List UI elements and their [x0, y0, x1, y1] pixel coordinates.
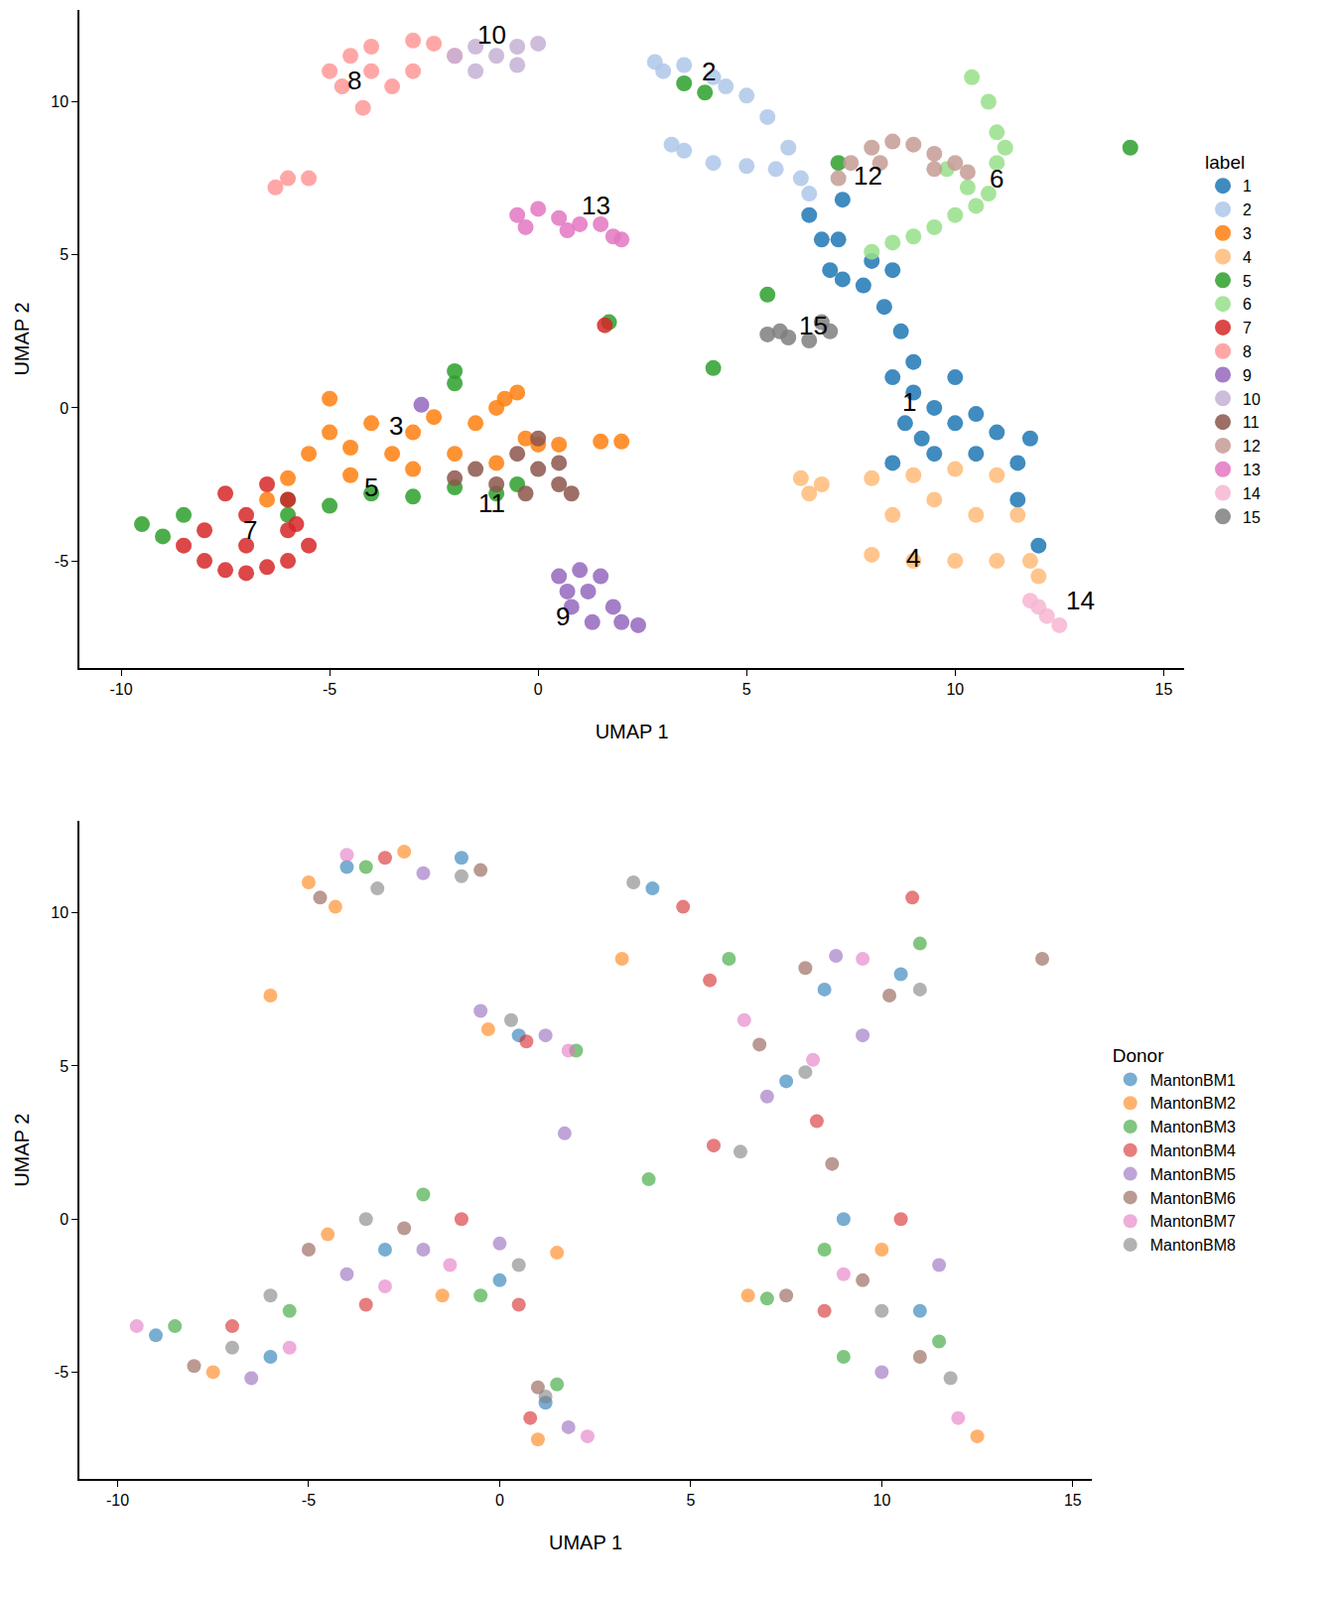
svg-text:15: 15 — [1154, 680, 1173, 698]
svg-text:5: 5 — [59, 246, 69, 264]
svg-text:MantonBM3: MantonBM3 — [1150, 1118, 1236, 1136]
svg-text:15: 15 — [799, 310, 828, 341]
svg-text:2: 2 — [701, 56, 716, 87]
svg-text:11: 11 — [478, 488, 506, 519]
svg-text:5: 5 — [742, 680, 752, 698]
svg-text:UMAP 2: UMAP 2 — [11, 301, 34, 376]
svg-text:6: 6 — [1242, 295, 1252, 313]
svg-text:10: 10 — [1242, 391, 1261, 408]
svg-text:UMAP 2: UMAP 2 — [11, 1113, 34, 1188]
svg-text:12: 12 — [1242, 437, 1261, 455]
svg-text:5: 5 — [685, 1491, 695, 1509]
svg-text:-10: -10 — [109, 680, 133, 698]
svg-text:5: 5 — [59, 1058, 69, 1075]
svg-text:9: 9 — [555, 601, 570, 632]
svg-text:10: 10 — [872, 1491, 891, 1509]
svg-text:8: 8 — [347, 65, 362, 96]
svg-text:15: 15 — [1064, 1491, 1082, 1509]
svg-text:0: 0 — [59, 1210, 69, 1228]
svg-text:7: 7 — [1242, 319, 1252, 337]
svg-text:6: 6 — [989, 163, 1004, 194]
svg-text:14: 14 — [1066, 585, 1095, 616]
svg-text:0: 0 — [59, 400, 69, 417]
svg-text:-10: -10 — [106, 1491, 130, 1509]
svg-text:UMAP 1: UMAP 1 — [595, 720, 669, 743]
svg-text:-5: -5 — [54, 1363, 69, 1381]
svg-text:2: 2 — [1242, 201, 1252, 219]
svg-text:UMAP 1: UMAP 1 — [548, 1531, 623, 1554]
svg-text:4: 4 — [906, 542, 921, 573]
svg-text:7: 7 — [243, 515, 258, 545]
svg-text:11: 11 — [1242, 413, 1260, 431]
svg-text:14: 14 — [1242, 485, 1261, 503]
svg-text:13: 13 — [581, 190, 611, 221]
svg-text:10: 10 — [50, 904, 69, 922]
svg-text:10: 10 — [50, 93, 69, 111]
svg-text:5: 5 — [1242, 272, 1252, 290]
svg-text:13: 13 — [1242, 461, 1261, 479]
svg-text:0: 0 — [533, 680, 543, 698]
svg-text:MantonBM1: MantonBM1 — [1150, 1071, 1236, 1089]
svg-text:-5: -5 — [301, 1491, 316, 1509]
svg-text:10: 10 — [477, 19, 507, 50]
svg-text:-5: -5 — [322, 680, 337, 698]
svg-text:9: 9 — [1242, 367, 1252, 385]
svg-text:MantonBM7: MantonBM7 — [1150, 1212, 1236, 1230]
svg-text:3: 3 — [1242, 225, 1252, 243]
svg-text:5: 5 — [364, 472, 379, 503]
svg-text:4: 4 — [1242, 249, 1252, 267]
svg-text:MantonBM2: MantonBM2 — [1150, 1094, 1236, 1112]
svg-text:12: 12 — [853, 160, 883, 191]
svg-text:8: 8 — [1242, 343, 1252, 361]
svg-text:Donor: Donor — [1112, 1045, 1165, 1067]
svg-text:3: 3 — [389, 410, 403, 441]
svg-text:MantonBM5: MantonBM5 — [1150, 1166, 1236, 1184]
svg-text:-5: -5 — [54, 552, 69, 570]
svg-text:MantonBM6: MantonBM6 — [1150, 1190, 1236, 1207]
svg-text:MantonBM8: MantonBM8 — [1150, 1236, 1236, 1254]
svg-text:MantonBM4: MantonBM4 — [1150, 1142, 1236, 1160]
svg-text:10: 10 — [945, 680, 964, 698]
svg-text:0: 0 — [495, 1491, 505, 1509]
svg-text:1: 1 — [1242, 177, 1252, 195]
svg-text:15: 15 — [1242, 509, 1261, 527]
svg-text:1: 1 — [902, 387, 917, 417]
svg-text:label: label — [1204, 151, 1245, 173]
